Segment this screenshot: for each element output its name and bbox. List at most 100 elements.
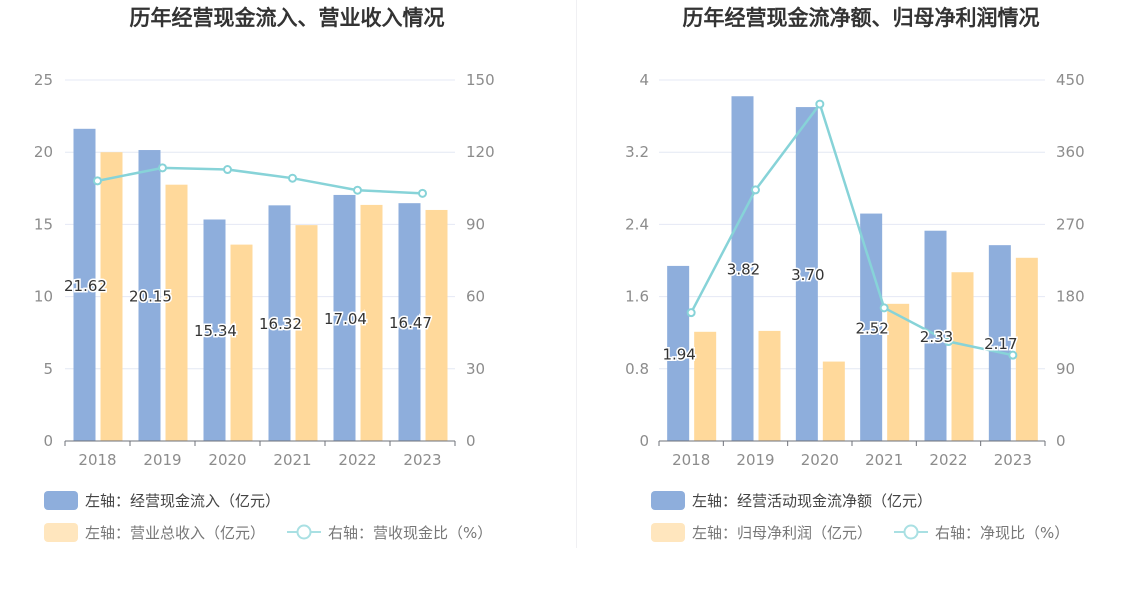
bar-secondary <box>887 303 910 441</box>
bar-primary <box>333 194 356 441</box>
ratio-point <box>158 163 167 173</box>
ratio-point <box>353 185 362 195</box>
bar-data-label: 16.47 <box>389 314 432 332</box>
bar-primary <box>73 128 96 442</box>
y-left-tick-label: 25 <box>34 71 53 89</box>
legend-item-netprofit-bars[interactable]: 左轴：归母净利润（亿元） <box>651 522 872 543</box>
bar-secondary <box>822 361 845 441</box>
y-left-tick-label: 0 <box>639 432 649 450</box>
bar-secondary <box>295 225 318 441</box>
x-tick-label: 2023 <box>403 451 441 469</box>
bar-secondary <box>694 331 717 441</box>
y-left-tick-label: 1.6 <box>625 288 649 306</box>
ratio-point <box>1008 350 1018 360</box>
chart-plot-area: 0 0 5 30 10 60 15 90 20 120 25 150 2018 2019 2020 2021 2… <box>34 71 495 469</box>
bar-data-label: 3.70 <box>791 266 824 284</box>
ratio-point <box>418 188 427 198</box>
ratio-point <box>93 176 102 186</box>
x-tick-label: 2018 <box>672 451 710 469</box>
x-tick-label: 2022 <box>338 451 376 469</box>
x-tick-label: 2020 <box>208 451 246 469</box>
legend-swatch-orange <box>651 522 685 542</box>
ratio-line <box>690 101 1014 357</box>
y-left-tick-label: 0.8 <box>625 360 649 378</box>
y-left-tick-label: 3.2 <box>625 143 649 161</box>
y-left-tick-label: 10 <box>34 288 53 306</box>
legend-swatch-blue <box>651 490 685 510</box>
bar-data-label: 3.82 <box>727 261 760 279</box>
y-right-tick-label: 0 <box>1056 432 1066 450</box>
legend-item-revenue-bars[interactable]: 左轴：营业总收入（亿元） <box>44 522 265 543</box>
x-tick-label: 2018 <box>78 451 116 469</box>
x-tick-label: 2019 <box>736 451 774 469</box>
bar-secondary <box>230 244 253 441</box>
y-right-tick-label: 120 <box>466 143 495 161</box>
bar-primary <box>268 205 291 441</box>
bar-primary <box>731 96 754 442</box>
legend-label: 左轴：经营活动现金流净额（亿元） <box>692 491 933 510</box>
y-right-tick-label: 0 <box>466 432 476 450</box>
bar-secondary <box>360 204 383 441</box>
y-right-tick-label: 90 <box>466 215 485 233</box>
bar-data-label: 21.62 <box>64 277 107 295</box>
y-left-tick-label: 20 <box>34 143 53 161</box>
bar-primary <box>138 150 161 441</box>
bar-primary <box>988 245 1011 441</box>
bar-data-label: 1.94 <box>662 345 695 363</box>
y-right-tick-label: 360 <box>1056 143 1085 161</box>
legend-label: 左轴：经营现金流入（亿元） <box>85 491 281 510</box>
chart-legend: 左轴：经营现金流入（亿元） 左轴：营业总收入（亿元） 右轴：营收现金比（%） <box>44 484 514 548</box>
bar-primary <box>667 265 690 441</box>
panel-divider <box>576 0 577 548</box>
bar-secondary <box>425 209 448 441</box>
ratio-point <box>288 173 297 183</box>
legend-line-circle-icon <box>894 524 929 540</box>
y-right-tick-label: 90 <box>1056 360 1075 378</box>
chart-title: 历年经营现金流入、营业收入情况 <box>129 6 445 30</box>
y-left-tick-label: 0 <box>43 432 53 450</box>
y-right-tick-label: 450 <box>1056 71 1085 89</box>
y-right-tick-label: 60 <box>466 288 485 306</box>
x-tick-label: 2023 <box>994 451 1032 469</box>
chart-panel-cash-net: 历年经营现金流净额、归母净利润情况 0 0 0.8 90 1.6 180 2.4 270 3.2… <box>574 0 1148 589</box>
bar-primary <box>203 219 226 441</box>
legend-label: 右轴：营收现金比（%） <box>328 523 493 542</box>
legend-line-circle-icon <box>287 524 322 540</box>
legend-label: 左轴：营业总收入（亿元） <box>85 523 266 542</box>
x-tick-label: 2021 <box>865 451 903 469</box>
ratio-point <box>879 303 889 313</box>
bar-primary <box>795 107 818 441</box>
y-left-tick-label: 15 <box>34 215 53 233</box>
y-left-tick-label: 2.4 <box>625 215 649 233</box>
legend-label: 左轴：归母净利润（亿元） <box>692 523 873 542</box>
ratio-line <box>97 166 423 195</box>
legend-item-netflow-bars[interactable]: 左轴：经营活动现金流净额（亿元） <box>651 490 932 511</box>
x-tick-label: 2021 <box>273 451 311 469</box>
legend-item-ratio-line[interactable]: 右轴：营收现金比（%） <box>287 522 492 543</box>
bar-data-label: 15.34 <box>194 322 237 340</box>
ratio-point <box>686 308 696 318</box>
chart-plot-area: 0 0 0.8 90 1.6 180 2.4 270 3.2 360 4 450 2018 2019 202… <box>625 71 1085 469</box>
bar-data-label: 16.32 <box>259 315 302 333</box>
ratio-point <box>751 185 760 195</box>
bar-data-label: 2.33 <box>920 328 953 346</box>
y-right-tick-label: 150 <box>466 71 495 89</box>
bar-data-label: 17.04 <box>324 310 367 328</box>
x-tick-label: 2020 <box>801 451 839 469</box>
y-left-tick-label: 4 <box>639 71 649 89</box>
y-left-tick-label: 5 <box>43 360 53 378</box>
bar-secondary <box>758 330 781 441</box>
legend-swatch-orange <box>44 522 78 542</box>
ratio-point <box>944 337 953 347</box>
x-tick-label: 2022 <box>929 451 967 469</box>
legend-label: 右轴：净现比（%） <box>935 523 1070 542</box>
bar-data-label: 20.15 <box>129 288 172 306</box>
ratio-point <box>815 99 825 109</box>
bar-primary <box>860 213 883 441</box>
legend-item-inflow-bars[interactable]: 左轴：经营现金流入（亿元） <box>44 490 280 511</box>
bar-data-label: 2.17 <box>984 335 1017 353</box>
legend-item-ratio-line[interactable]: 右轴：净现比（%） <box>894 522 1069 543</box>
x-tick-label: 2019 <box>143 451 181 469</box>
legend-swatch-blue <box>44 490 78 510</box>
chart-panel-cash-inflow: 历年经营现金流入、营业收入情况 0 0 5 30 10 60 15 90 20 120 25 150 2… <box>34 6 514 548</box>
